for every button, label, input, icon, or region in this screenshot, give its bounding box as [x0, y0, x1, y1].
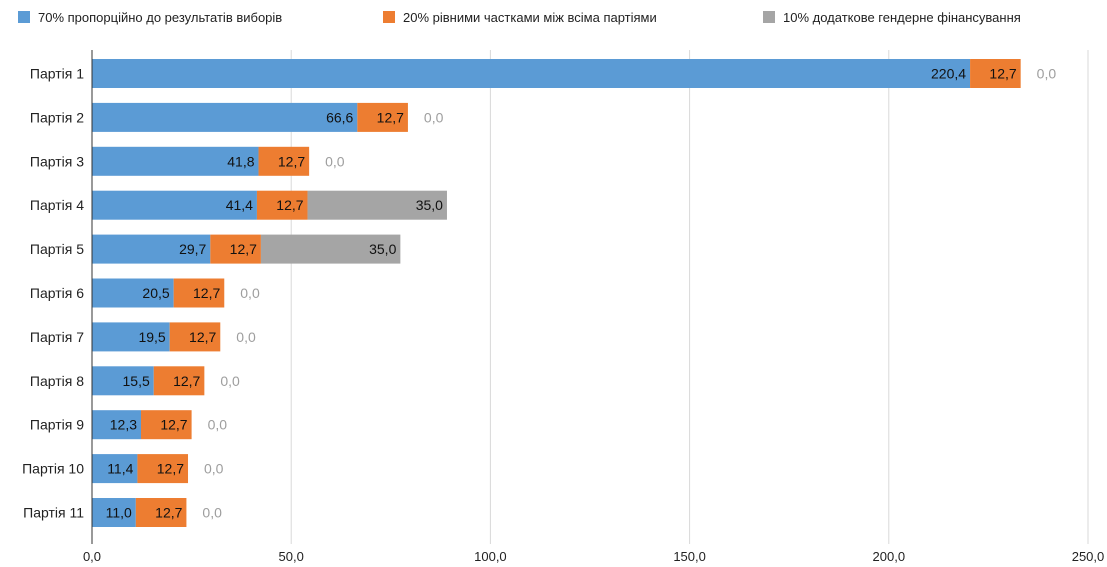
data-label-4-series-3: 35,0 [416, 197, 443, 213]
data-label-1-series-3: 0,0 [1037, 66, 1057, 82]
bar-11-series-2 [135, 498, 187, 527]
data-label-7-series-3: 0,0 [236, 329, 256, 345]
bar-9-series-1 [92, 410, 142, 440]
category-label-5: Партія 5 [30, 241, 84, 257]
data-label-3-series-2: 12,7 [278, 153, 305, 169]
bar-2-series-2 [357, 102, 408, 132]
data-label-4-series-2: 12,7 [276, 197, 303, 213]
legend-label-2: 20% рівними частками між всіма партіями [403, 10, 657, 25]
category-label-8: Партія 8 [30, 373, 84, 389]
data-label-8-series-3: 0,0 [220, 373, 240, 389]
bar-4-series-3 [307, 190, 447, 220]
legend-swatch-3 [763, 11, 775, 23]
data-label-1-series-2: 12,7 [989, 66, 1016, 82]
category-labels: Партія 1 Партія 2 Партія 3 Партія 4 Партія 5… [22, 66, 84, 521]
data-label-11-series-1: 11,0 [106, 505, 132, 521]
data-label-6-series-2: 12,7 [193, 285, 220, 301]
data-label-2-series-1: 66,6 [326, 109, 353, 125]
bars: 220,4 12,7 0,0 66,6 12,7 0,0 41,8 12,7 0,0 41,4 12… [91, 50, 1057, 544]
data-label-5-series-1: 29,7 [179, 241, 206, 257]
data-label-10-series-1: 11,4 [107, 461, 133, 477]
bar-6-series-1 [92, 278, 174, 308]
legend-label-1: 70% пропорційно до результатів виборів [38, 10, 282, 25]
bar-7-series-1 [92, 322, 170, 352]
bar-9-series-2 [141, 410, 192, 440]
data-label-9-series-1: 12,3 [110, 417, 137, 433]
bar-5-series-2 [210, 234, 261, 264]
bar-2-series-1 [92, 102, 358, 132]
bar-1-series-2 [970, 59, 1021, 88]
x-tick-label-1: 50,0 [279, 549, 304, 564]
data-label-5-series-2: 12,7 [230, 241, 257, 257]
data-label-10-series-2: 12,7 [157, 461, 184, 477]
bar-8-series-1 [92, 366, 154, 396]
data-label-3-series-3: 0,0 [325, 153, 345, 169]
category-label-4: Партія 4 [30, 197, 84, 213]
bar-3-series-2 [258, 146, 310, 176]
bar-11-series-1 [92, 498, 136, 527]
x-tick-label-0: 0,0 [83, 549, 101, 564]
category-label-3: Партія 3 [30, 153, 84, 169]
data-label-5-series-3: 35,0 [369, 241, 396, 257]
legend: 70% пропорційно до результатів виборів 20… [18, 10, 1021, 25]
legend-swatch-2 [383, 11, 395, 23]
bar-4-series-1 [92, 190, 257, 220]
x-tick-label-3: 150,0 [673, 549, 706, 564]
bar-6-series-2 [173, 278, 225, 308]
category-label-6: Партія 6 [30, 285, 84, 301]
bar-10-series-1 [92, 454, 138, 484]
data-label-6-series-3: 0,0 [240, 285, 260, 301]
x-tick-label-5: 250,0 [1072, 549, 1105, 564]
bar-10-series-2 [137, 454, 189, 484]
data-label-4-series-1: 41,4 [226, 197, 253, 213]
category-label-2: Партія 2 [30, 109, 84, 125]
bar-5-series-3 [260, 234, 401, 264]
data-label-8-series-2: 12,7 [173, 373, 200, 389]
data-label-10-series-3: 0,0 [204, 461, 224, 477]
data-label-11-series-3: 0,0 [202, 505, 222, 521]
bar-4-series-2 [256, 190, 308, 220]
category-label-10: Партія 10 [22, 461, 84, 477]
category-label-1: Партія 1 [30, 66, 84, 82]
legend-label-3: 10% додаткове гендерне фінансування [783, 10, 1021, 25]
data-label-2-series-3: 0,0 [424, 109, 444, 125]
x-tick-label-2: 100,0 [474, 549, 507, 564]
bar-5-series-1 [92, 234, 211, 264]
data-label-9-series-3: 0,0 [208, 417, 228, 433]
bar-3-series-1 [92, 146, 259, 176]
data-label-8-series-1: 15,5 [123, 373, 150, 389]
x-axis-ticks: 0,0 50,0 100,0 150,0 200,0 250,0 [83, 549, 1104, 564]
data-label-7-series-2: 12,7 [189, 329, 216, 345]
bar-7-series-2 [169, 322, 221, 352]
data-label-2-series-2: 12,7 [377, 109, 404, 125]
data-label-3-series-1: 41,8 [227, 153, 254, 169]
data-label-9-series-2: 12,7 [160, 417, 187, 433]
category-label-9: Партія 9 [30, 417, 84, 433]
data-label-7-series-1: 19,5 [138, 329, 165, 345]
bar-8-series-2 [153, 366, 205, 396]
category-label-7: Партія 7 [30, 329, 84, 345]
gridlines [290, 50, 1089, 544]
data-label-1-series-1: 220,4 [931, 66, 966, 82]
data-label-6-series-1: 20,5 [142, 285, 169, 301]
bar-1-series-1 [92, 59, 971, 88]
x-tick-label-4: 200,0 [873, 549, 906, 564]
legend-swatch-1 [18, 11, 30, 23]
data-label-11-series-2: 12,7 [155, 505, 182, 521]
category-label-11: Партія 11 [23, 505, 84, 521]
